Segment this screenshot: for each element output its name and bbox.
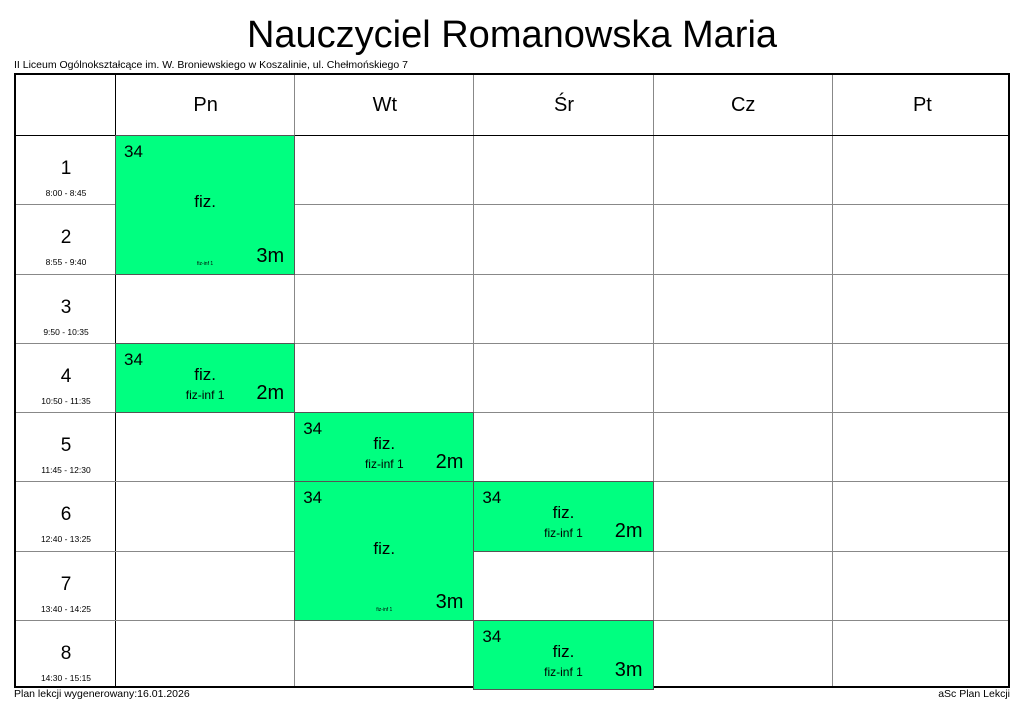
lesson-card[interactable]: 34 fiz. fiz-inf 1 2m xyxy=(294,412,475,483)
row-divider xyxy=(16,342,1008,344)
lesson-room: 34 xyxy=(482,488,502,508)
page-title: Nauczyciel Romanowska Maria xyxy=(246,14,778,56)
period-label: 8 14:30 - 15:15 xyxy=(16,621,116,690)
period-time: 13:40 - 14:25 xyxy=(40,603,92,614)
period-time: 12:40 - 13:25 xyxy=(40,534,92,545)
period-number: 2 xyxy=(60,227,72,249)
period-time: 14:30 - 15:15 xyxy=(40,672,92,683)
lesson-group: fiz-inf 1 xyxy=(376,606,393,613)
column-divider xyxy=(473,75,475,686)
lesson-class: 2m xyxy=(256,381,285,404)
lesson-card[interactable]: 34 fiz. fiz-inf 1 3m xyxy=(294,481,475,621)
period-number: 8 xyxy=(60,642,72,664)
app-credit: aSc Plan Lekcji xyxy=(938,688,1010,700)
column-divider xyxy=(831,75,833,686)
school-name: II Liceum Ogólnokształcące im. W. Bronie… xyxy=(14,59,408,71)
period-number: 4 xyxy=(60,365,72,387)
lesson-class: 3m xyxy=(435,590,464,613)
lesson-subject: fiz. xyxy=(194,364,216,384)
period-time: 9:50 - 10:35 xyxy=(43,326,89,337)
period-time: 8:55 - 9:40 xyxy=(45,257,87,268)
period-label: 1 8:00 - 8:45 xyxy=(16,136,116,205)
lesson-class: 3m xyxy=(256,244,285,267)
generated-date: Plan lekcji wygenerowany:16.01.2026 xyxy=(14,688,190,700)
lesson-class: 3m xyxy=(614,658,643,681)
day-header: Pn xyxy=(193,94,218,116)
period-label: 2 8:55 - 9:40 xyxy=(16,205,116,274)
period-label: 3 9:50 - 10:35 xyxy=(16,275,116,344)
lesson-card[interactable]: 34 fiz. fiz-inf 1 2m xyxy=(115,342,296,413)
lesson-card[interactable]: 34 fiz. fiz-inf 1 2m xyxy=(473,481,654,552)
period-time: 11:45 - 12:30 xyxy=(41,465,91,475)
lesson-subject: fiz. xyxy=(552,641,575,661)
row-divider xyxy=(16,412,1008,413)
lesson-subject: fiz. xyxy=(373,434,396,453)
lesson-subject: fiz. xyxy=(194,192,216,212)
lesson-group: fiz-inf 1 xyxy=(544,526,583,541)
period-number: 5 xyxy=(60,435,72,456)
period-time: 10:50 - 11:35 xyxy=(41,395,91,406)
period-label: 4 10:50 - 11:35 xyxy=(16,344,116,413)
day-header: Cz xyxy=(730,94,756,116)
lesson-group: fiz-inf 1 xyxy=(544,664,583,679)
day-header: Pt xyxy=(912,94,932,116)
period-time: 8:00 - 8:45 xyxy=(45,188,87,198)
lesson-subject: fiz. xyxy=(373,538,396,558)
row-divider xyxy=(16,273,1008,275)
period-label: 5 11:45 - 12:30 xyxy=(16,413,116,482)
lesson-room: 34 xyxy=(124,349,143,369)
period-number: 3 xyxy=(60,296,72,318)
lesson-group: fiz-inf 1 xyxy=(197,260,214,267)
lesson-class: 2m xyxy=(614,520,643,543)
lesson-group: fiz-inf 1 xyxy=(185,387,225,402)
column-divider xyxy=(652,75,654,686)
header-divider xyxy=(16,135,1008,136)
lesson-room: 34 xyxy=(303,419,323,438)
lesson-card[interactable]: 34 fiz. fiz-inf 1 3m xyxy=(473,619,654,690)
timetable-grid: Pn Wt Śr Cz Pt 1 8:00 - 8:45 2 8:55 - 9:40 3 9:50 … xyxy=(14,73,1010,690)
period-label: 6 12:40 - 13:25 xyxy=(16,482,116,551)
period-number: 7 xyxy=(60,573,72,595)
lesson-class: 2m xyxy=(435,451,464,473)
period-number: 6 xyxy=(60,504,72,526)
period-label: 7 13:40 - 14:25 xyxy=(16,552,116,621)
row-divider xyxy=(16,204,1008,206)
period-number: 1 xyxy=(60,158,72,179)
day-header: Śr xyxy=(553,94,574,116)
lesson-group: fiz-inf 1 xyxy=(364,457,404,471)
lesson-room: 34 xyxy=(124,142,143,161)
day-header: Wt xyxy=(372,94,397,116)
lesson-subject: fiz. xyxy=(552,503,575,523)
lesson-room: 34 xyxy=(303,488,323,508)
lesson-card[interactable]: 34 fiz. fiz-inf 1 3m xyxy=(115,135,296,275)
lesson-room: 34 xyxy=(482,626,502,646)
